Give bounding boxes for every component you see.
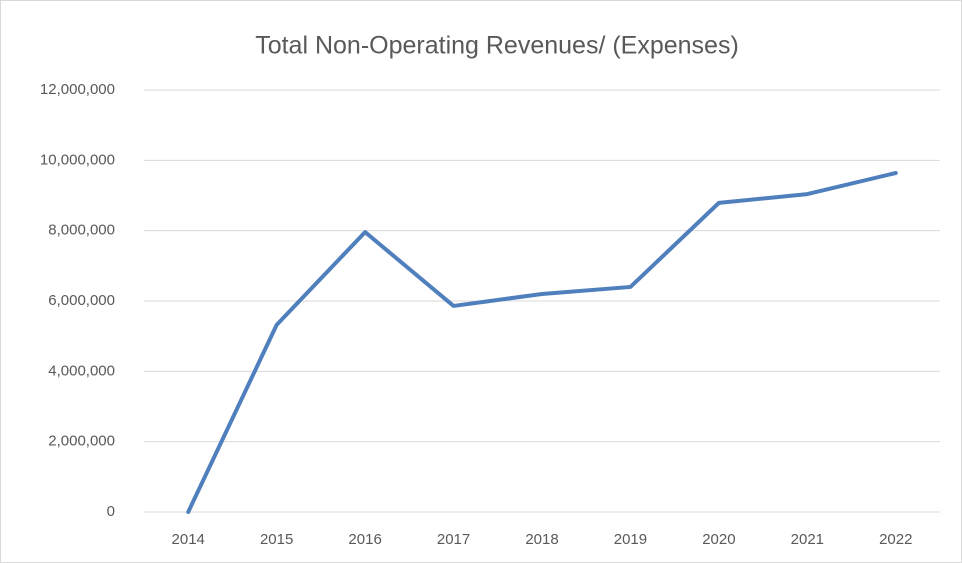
y-tick-label: 6,000,000 <box>48 292 115 309</box>
x-tick-label: 2019 <box>614 531 647 548</box>
x-tick-label: 2014 <box>172 531 205 548</box>
y-tick-label: 4,000,000 <box>48 362 115 379</box>
x-tick-label: 2015 <box>260 531 293 548</box>
x-tick-label: 2020 <box>702 531 735 548</box>
data-line <box>186 170 898 514</box>
x-tick-label: 2021 <box>791 531 824 548</box>
x-tick-label: 2017 <box>437 531 470 548</box>
y-tick-label: 10,000,000 <box>40 151 115 168</box>
x-tick-label: 2016 <box>348 531 381 548</box>
x-tick-label: 2022 <box>879 531 912 548</box>
x-tick-label: 2018 <box>525 531 558 548</box>
chart-title: Total Non-Operating Revenues/ (Expenses) <box>255 32 739 60</box>
y-tick-label: 12,000,000 <box>40 81 115 98</box>
y-tick-label: 8,000,000 <box>48 222 115 239</box>
y-tick-label: 0 <box>107 503 115 520</box>
y-tick-label: 2,000,000 <box>48 433 115 450</box>
